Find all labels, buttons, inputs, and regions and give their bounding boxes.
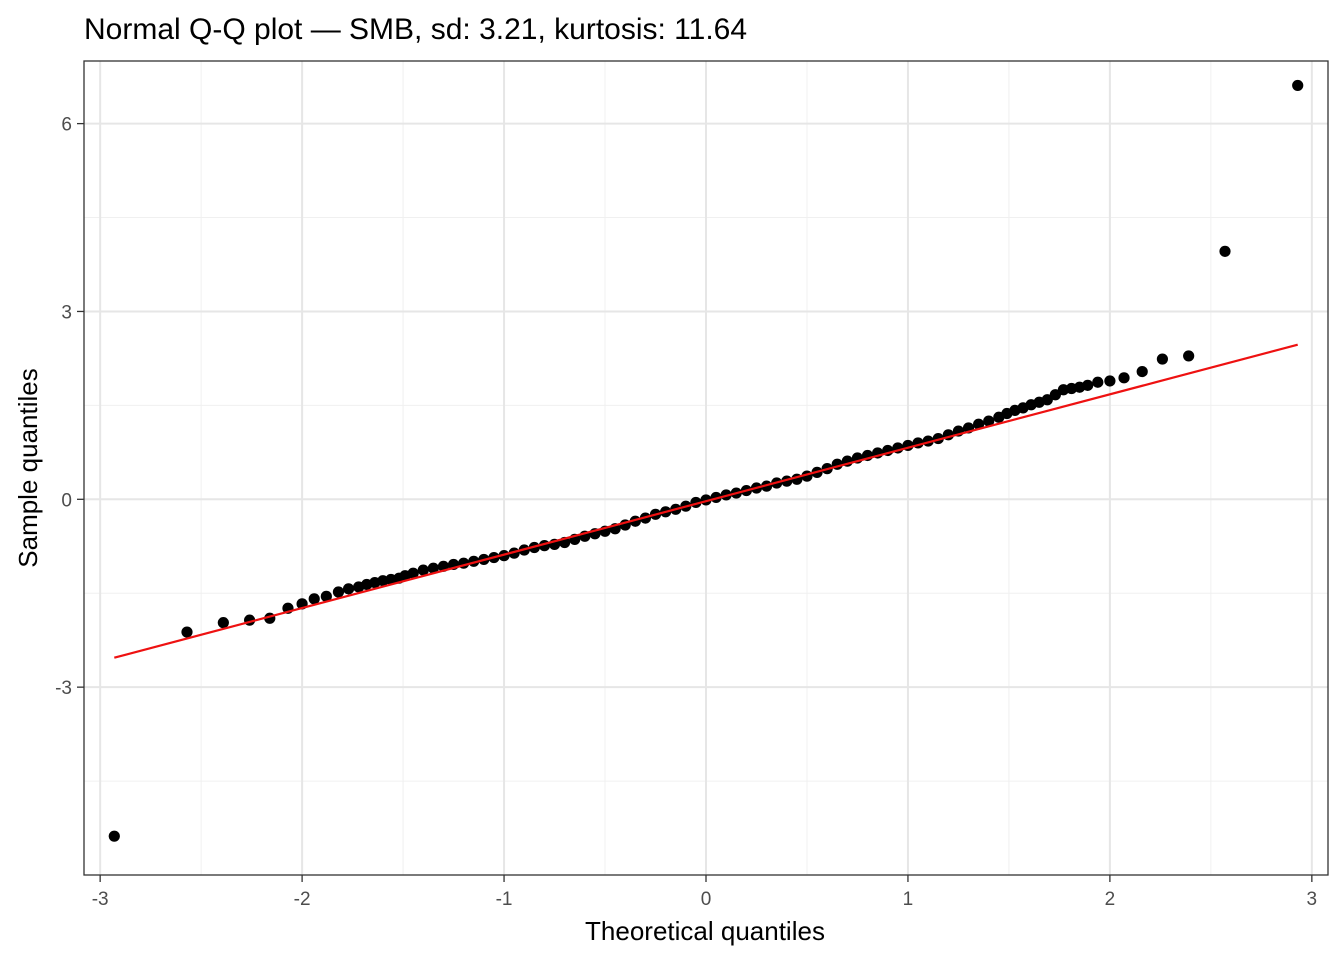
data-point — [407, 567, 419, 579]
data-point — [332, 586, 345, 598]
data-point — [1219, 245, 1231, 257]
data-point — [342, 583, 355, 595]
data-point — [1082, 379, 1094, 391]
y-axis-title: Sample quantiles — [13, 368, 43, 567]
data-point — [1156, 353, 1169, 365]
x-tick-label: -2 — [294, 889, 311, 910]
data-point — [181, 626, 193, 638]
data-point — [308, 593, 320, 605]
y-tick-label: 0 — [61, 490, 72, 511]
data-point — [417, 564, 429, 576]
x-tick-label: 1 — [903, 889, 914, 910]
data-point — [1292, 79, 1304, 92]
data-point — [427, 562, 439, 574]
data-point — [108, 830, 120, 842]
data-point — [1183, 350, 1195, 362]
chart-title: Normal Q-Q plot — SMB, sd: 3.21, kurtosi… — [84, 13, 747, 46]
data-point — [217, 617, 229, 629]
data-point — [1041, 394, 1053, 406]
data-point — [973, 418, 985, 430]
data-point — [1118, 372, 1130, 384]
x-tick-label: 3 — [1307, 889, 1318, 910]
y-tick-label: 3 — [61, 302, 72, 323]
x-tick-label: 0 — [701, 889, 712, 910]
y-axis-ticks: -3 0 3 6 — [55, 115, 84, 699]
x-tick-label: -1 — [496, 889, 513, 910]
major-gridlines — [84, 61, 1328, 875]
x-tick-label: -3 — [92, 889, 109, 910]
data-point — [1104, 375, 1116, 387]
data-point — [983, 415, 995, 427]
data-point — [1136, 365, 1148, 378]
x-axis-ticks: -3 -2 -1 0 1 2 3 — [92, 875, 1317, 910]
y-tick-label: 6 — [61, 115, 72, 136]
data-point — [320, 590, 332, 602]
y-tick-label: -3 — [55, 678, 72, 699]
data-point — [1092, 376, 1104, 388]
x-axis-title: Theoretical quantiles — [585, 916, 825, 946]
x-tick-label: 2 — [1105, 889, 1116, 910]
reference-line — [114, 343, 1298, 659]
data-point — [1049, 389, 1061, 401]
